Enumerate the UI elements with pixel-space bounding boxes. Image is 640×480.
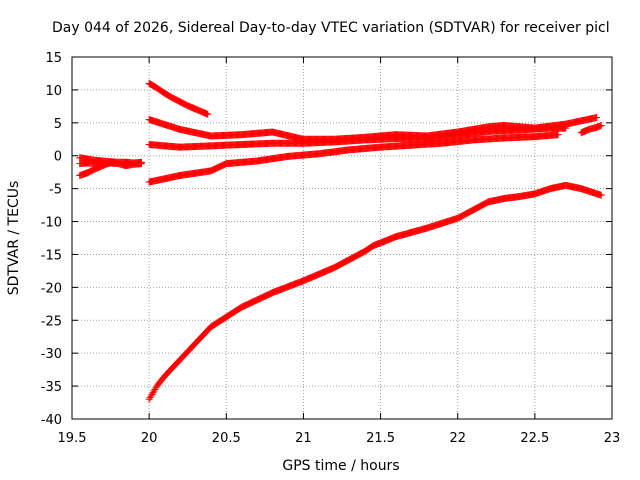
chart-title: Day 044 of 2026, Sidereal Day-to-day VTE…: [52, 20, 610, 36]
y-tick-label: -25: [41, 314, 62, 329]
data-point: [204, 110, 212, 118]
series-track-early-3: [76, 158, 115, 179]
y-tick-label: 0: [54, 150, 62, 165]
series-track-b: [145, 124, 570, 151]
data-point: [597, 191, 605, 199]
x-tick-label: 21: [295, 431, 312, 446]
y-tick-label: -5: [49, 183, 62, 198]
x-tick-label: 20.5: [212, 431, 241, 446]
series-track-d: [577, 121, 605, 137]
x-tick-label: 19.5: [58, 431, 87, 446]
x-tick-label: 20: [141, 431, 158, 446]
y-axis-label: SDTVAR / TECUs: [6, 181, 22, 296]
series-track-low: [145, 181, 605, 403]
y-tick-label: -15: [41, 248, 62, 263]
y-tick-label: -10: [41, 216, 62, 231]
data-point: [562, 124, 570, 132]
x-tick-label: 21.5: [366, 431, 395, 446]
y-tick-label: 10: [45, 84, 62, 99]
series-track-c: [145, 131, 562, 186]
y-tick-label: -35: [41, 380, 62, 395]
x-axis-label: GPS time / hours: [282, 458, 399, 474]
x-tick-label: 22: [449, 431, 466, 446]
data-points: [76, 79, 605, 403]
plot-frame: [71, 56, 613, 420]
y-tick-label: -30: [41, 347, 62, 362]
series-track-high: [145, 79, 212, 118]
data-point: [554, 131, 562, 139]
y-tick-labels: -40 -35 -30 -25 -20 -15 -10 -5 0 5 10 15: [41, 51, 62, 428]
x-tick-labels: 19.5 20 20.5 21 21.5 22 22.5 23: [58, 431, 621, 446]
x-tick-label: 23: [604, 431, 621, 446]
y-tick-label: 15: [45, 51, 62, 66]
y-tick-label: -40: [41, 413, 62, 428]
data-point: [597, 121, 605, 129]
data-point: [107, 158, 115, 166]
data-point: [137, 160, 145, 168]
x-tick-label: 22.5: [520, 431, 549, 446]
data-point: [593, 114, 601, 122]
y-tick-label: 5: [54, 117, 62, 132]
y-tick-label: -20: [41, 281, 62, 296]
grid-lines: [72, 57, 612, 419]
